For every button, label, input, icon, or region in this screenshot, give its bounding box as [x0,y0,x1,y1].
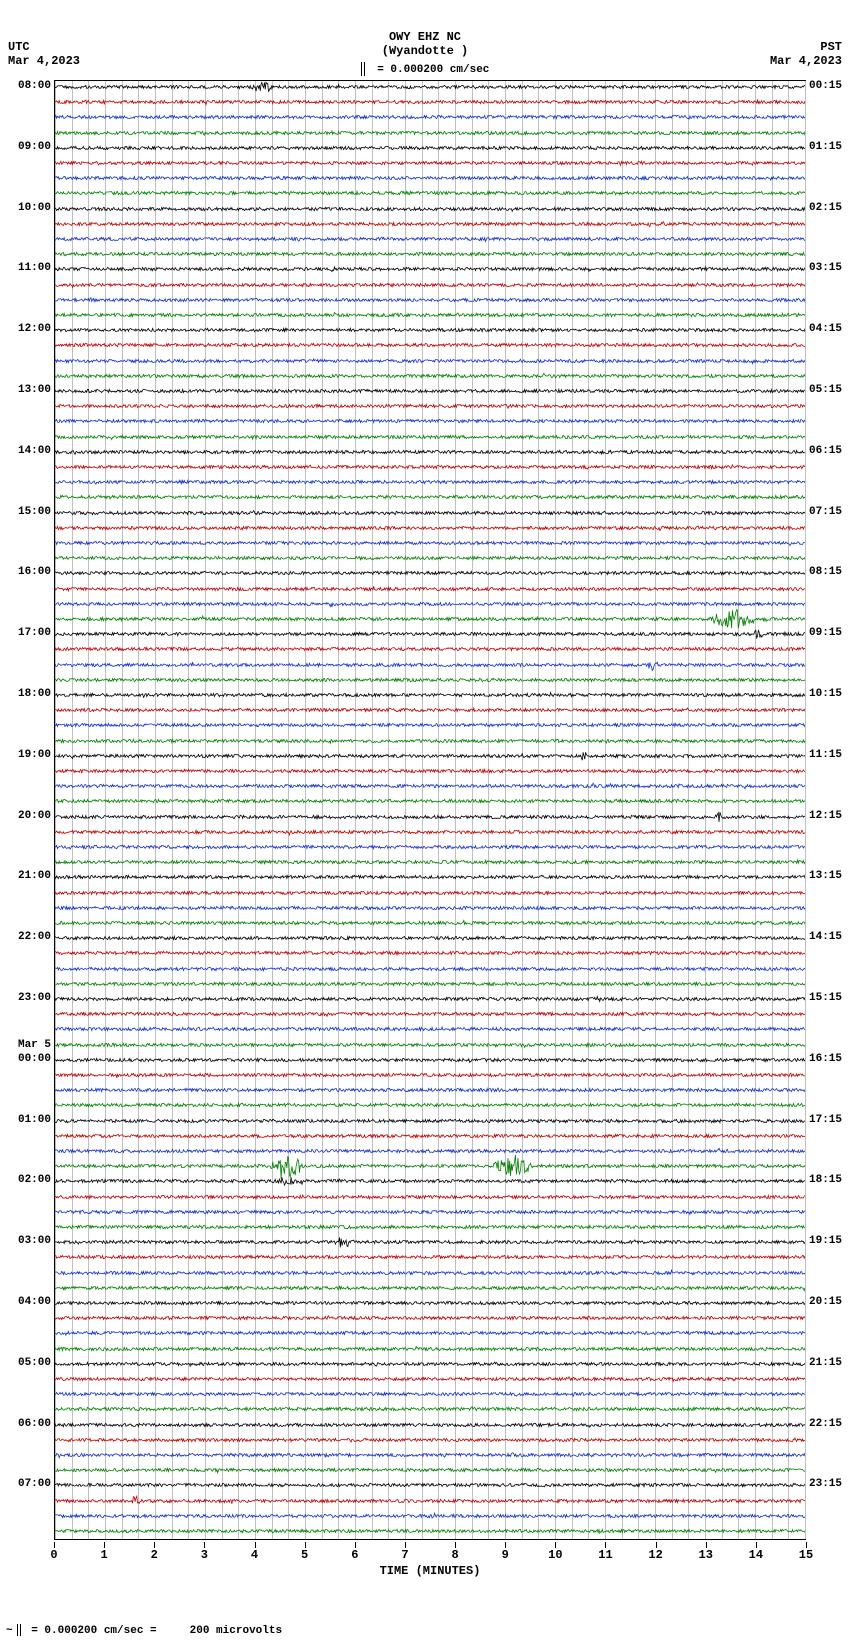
left-hour-label: 05:00 [18,1357,55,1369]
right-hour-label: 07:15 [805,506,842,518]
left-hour-label: 01:00 [18,1114,55,1126]
right-hour-label: 11:15 [805,749,842,761]
left-hour-label: 12:00 [18,323,55,335]
right-hour-label: 22:15 [805,1418,842,1430]
x-tick-label: 11 [598,1548,612,1562]
footer-text-prefix: = 0.000200 cm/sec = [31,1625,156,1637]
x-tick-label: 7 [401,1548,408,1562]
right-hour-label: 09:15 [805,627,842,639]
right-hour-label: 18:15 [805,1174,842,1186]
header-station: OWY EHZ NC [0,30,850,44]
x-tick-label: 9 [502,1548,509,1562]
x-tick-label: 6 [351,1548,358,1562]
header-location: (Wyandotte ) [0,44,850,58]
x-tick-label: 3 [201,1548,208,1562]
x-tick-label: 5 [301,1548,308,1562]
seismogram-plot: 08:0000:1509:0001:1510:0002:1511:0003:15… [54,80,806,1540]
left-hour-label: 22:00 [18,931,55,943]
x-tick-label: 1 [101,1548,108,1562]
x-tick-label: 13 [699,1548,713,1562]
right-hour-label: 12:15 [805,810,842,822]
right-hour-label: 01:15 [805,141,842,153]
left-hour-label: 23:00 [18,992,55,1004]
right-hour-label: 23:15 [805,1478,842,1490]
right-hour-label: 19:15 [805,1235,842,1247]
plot-wrap: 08:0000:1509:0001:1510:0002:1511:0003:15… [54,80,806,1540]
right-hour-label: 14:15 [805,931,842,943]
right-hour-label: 02:15 [805,202,842,214]
x-tick-label: 0 [50,1548,57,1562]
footer-scale: ~ = 0.000200 cm/sec = 200 microvolts [6,1624,850,1637]
left-hour-label: 02:00 [18,1174,55,1186]
right-hour-label: 06:15 [805,445,842,457]
x-tick-label: 10 [548,1548,562,1562]
header: UTC Mar 4,2023 PST Mar 4,2023 OWY EHZ NC… [0,0,850,80]
x-tick-label: 15 [799,1548,813,1562]
x-tick-label: 2 [151,1548,158,1562]
left-hour-label: 19:00 [18,749,55,761]
left-hour-label: 04:00 [18,1296,55,1308]
right-hour-label: 04:15 [805,323,842,335]
right-hour-label: 08:15 [805,566,842,578]
footer-bar-icon [17,1624,21,1636]
x-tick-label: 14 [749,1548,763,1562]
left-hour-label: 00:00 [18,1053,55,1065]
right-hour-label: 03:15 [805,262,842,274]
left-hour-label: 14:00 [18,445,55,457]
left-hour-label: 10:00 [18,202,55,214]
right-hour-label: 20:15 [805,1296,842,1308]
x-tick-label: 4 [251,1548,258,1562]
left-hour-label: 18:00 [18,688,55,700]
left-hour-label: 03:00 [18,1235,55,1247]
right-hour-label: 21:15 [805,1357,842,1369]
x-axis-title: TIME (MINUTES) [54,1564,806,1578]
left-hour-label: 06:00 [18,1418,55,1430]
left-hour-label: 15:00 [18,506,55,518]
right-hour-label: 16:15 [805,1053,842,1065]
x-axis: TIME (MINUTES) 0123456789101112131415 [54,1542,806,1584]
right-hour-label: 10:15 [805,688,842,700]
left-date-label: Mar 5 [18,1039,55,1051]
page: UTC Mar 4,2023 PST Mar 4,2023 OWY EHZ NC… [0,0,850,1637]
right-hour-label: 05:15 [805,384,842,396]
left-hour-label: 17:00 [18,627,55,639]
footer-text-suffix: 200 microvolts [190,1625,282,1637]
left-hour-label: 07:00 [18,1478,55,1490]
right-hour-label: 00:15 [805,80,842,92]
x-tick-label: 12 [648,1548,662,1562]
left-hour-label: 11:00 [18,262,55,274]
left-hour-label: 20:00 [18,810,55,822]
trace-row [55,1517,805,1545]
footer-wiggle-icon: ~ [6,1625,13,1637]
right-hour-label: 15:15 [805,992,842,1004]
right-hour-label: 13:15 [805,870,842,882]
left-hour-label: 13:00 [18,384,55,396]
left-hour-label: 08:00 [18,80,55,92]
right-hour-label: 17:15 [805,1114,842,1126]
left-hour-label: 16:00 [18,566,55,578]
left-hour-label: 09:00 [18,141,55,153]
x-tick-label: 8 [451,1548,458,1562]
left-hour-label: 21:00 [18,870,55,882]
